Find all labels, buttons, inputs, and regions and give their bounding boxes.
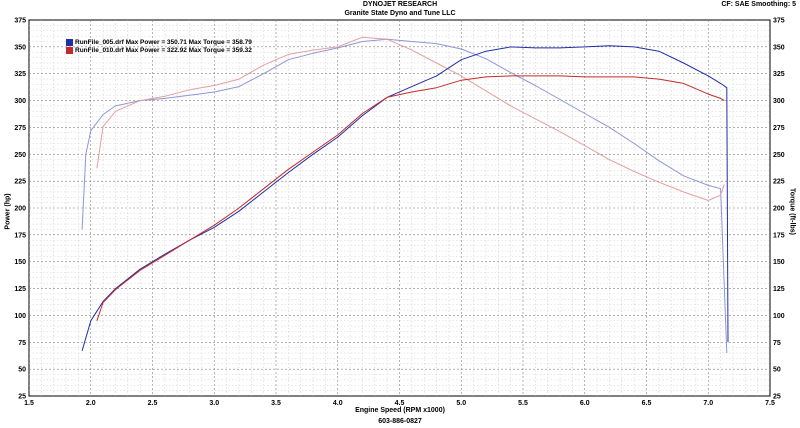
y2-tick-label: 275 xyxy=(773,125,785,132)
legend-item-run-005: RunFile_005.drf Max Power = 350.71 Max T… xyxy=(66,38,252,46)
y2-tick-label: 50 xyxy=(773,367,781,374)
y2-tick-label: 125 xyxy=(773,286,785,293)
x-tick-label: 4.0 xyxy=(333,400,343,407)
y-tick-label: 300 xyxy=(14,98,26,105)
x-tick-label: 3.0 xyxy=(209,400,219,407)
y2-tick-label: 300 xyxy=(773,98,785,105)
y2-tick-label: 250 xyxy=(773,152,785,159)
footer-phone: 603-886-0827 xyxy=(378,418,422,425)
y2-tick-label: 350 xyxy=(773,44,785,51)
y-tick-label: 275 xyxy=(14,125,26,132)
x-tick-label: 5.0 xyxy=(456,400,466,407)
y2-tick-label: 225 xyxy=(773,179,785,186)
y2-tick-label: 200 xyxy=(773,206,785,213)
legend-swatch-icon xyxy=(66,38,73,46)
power-line-runfile-005-drf xyxy=(81,45,729,352)
x-tick-label: 2.5 xyxy=(148,400,158,407)
x-axis-label: Engine Speed (RPM x1000) xyxy=(355,407,445,414)
power-line-runfile-010-drf xyxy=(96,75,725,321)
y2-tick-label: 175 xyxy=(773,232,785,239)
y-tick-label: 325 xyxy=(14,71,26,78)
x-tick-label: 4.5 xyxy=(395,400,405,407)
legend-item-run-010: RunFile_010.drf Max Power = 322.92 Max T… xyxy=(66,46,252,54)
x-tick-label: 6.5 xyxy=(642,400,652,407)
y-tick-label: 250 xyxy=(14,152,26,159)
legend-label: RunFile_005.drf Max Power = 350.71 Max T… xyxy=(75,38,252,46)
y-tick-label: 350 xyxy=(14,44,26,51)
legend-swatch-icon xyxy=(66,46,73,54)
y2-tick-label: 75 xyxy=(773,340,781,347)
chart-subtitle: Granite State Dyno and Tune LLC xyxy=(344,10,456,17)
x-tick-label: 7.0 xyxy=(703,400,713,407)
y2-tick-label: 375 xyxy=(773,18,785,25)
x-tick-label: 7.5 xyxy=(765,400,775,407)
y-tick-label: 25 xyxy=(18,394,26,401)
y2-tick-label: 325 xyxy=(773,71,785,78)
x-tick-label: 1.5 xyxy=(24,400,34,407)
y-axis-label-power: Power (hp) xyxy=(4,193,12,230)
y-axis-label-torque: Torque (ft-lbs) xyxy=(788,188,796,235)
y-tick-label: 100 xyxy=(14,313,26,320)
y2-tick-label: 100 xyxy=(773,313,785,320)
y-tick-label: 150 xyxy=(14,259,26,266)
torque-line-runfile-010-drf xyxy=(96,36,725,201)
x-tick-label: 6.0 xyxy=(580,400,590,407)
y-tick-label: 375 xyxy=(14,18,26,25)
y-tick-label: 125 xyxy=(14,286,26,293)
x-tick-label: 2.0 xyxy=(86,400,96,407)
legend-label: RunFile_010.drf Max Power = 322.92 Max T… xyxy=(75,46,252,54)
y2-tick-label: 150 xyxy=(773,259,785,266)
y-tick-label: 225 xyxy=(14,179,26,186)
y-tick-label: 75 xyxy=(18,340,26,347)
x-tick-label: 3.5 xyxy=(271,400,281,407)
y-tick-label: 50 xyxy=(18,367,26,374)
y-tick-label: 175 xyxy=(14,232,26,239)
correction-smoothing-info: CF: SAE Smoothing: 5 xyxy=(721,1,796,8)
chart-title: DYNOJET RESEARCH xyxy=(362,1,438,8)
x-tick-label: 5.5 xyxy=(518,400,528,407)
y-tick-label: 200 xyxy=(14,206,26,213)
y2-tick-label: 25 xyxy=(773,394,781,401)
